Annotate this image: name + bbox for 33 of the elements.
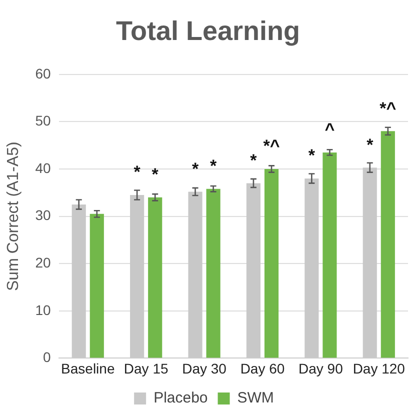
- bar: [206, 188, 220, 358]
- chart-title: Total Learning: [114, 15, 301, 48]
- y-tick-label: 10: [35, 302, 51, 318]
- bar: [380, 131, 395, 358]
- bar: [148, 197, 162, 358]
- y-tick-label: 30: [35, 207, 51, 224]
- annotation: *^: [263, 136, 280, 156]
- y-tick-label: 60: [35, 65, 51, 82]
- bar: [264, 169, 279, 358]
- x-tick-label: Baseline: [61, 360, 115, 376]
- annotation: ^: [324, 120, 335, 140]
- bar: [90, 214, 104, 358]
- y-tick-label: 40: [35, 160, 51, 176]
- x-tick-label: Day 60: [240, 360, 285, 376]
- annotation: *: [152, 165, 159, 184]
- x-tick-label: Day 120: [352, 360, 406, 376]
- annotation: *^: [380, 98, 396, 118]
- annotation: *: [192, 159, 199, 178]
- annotation: *: [366, 135, 374, 154]
- annotation: *: [250, 150, 258, 170]
- annotation: *: [134, 162, 141, 182]
- bar: [322, 152, 337, 358]
- y-tick-label: 50: [35, 112, 51, 129]
- y-axis-title: Sum Correct (A1-A5): [5, 142, 22, 291]
- x-tick-label: Day 30: [182, 360, 227, 376]
- legend-label: SWM: [237, 390, 274, 407]
- annotation: *: [308, 146, 316, 166]
- x-tick-label: Day 15: [124, 360, 168, 376]
- annotation: *: [210, 156, 217, 176]
- legend-label: Placebo: [154, 390, 208, 407]
- y-tick-label: 20: [35, 254, 51, 270]
- x-tick-label: Day 90: [298, 360, 344, 376]
- y-tick-label: 0: [42, 349, 51, 366]
